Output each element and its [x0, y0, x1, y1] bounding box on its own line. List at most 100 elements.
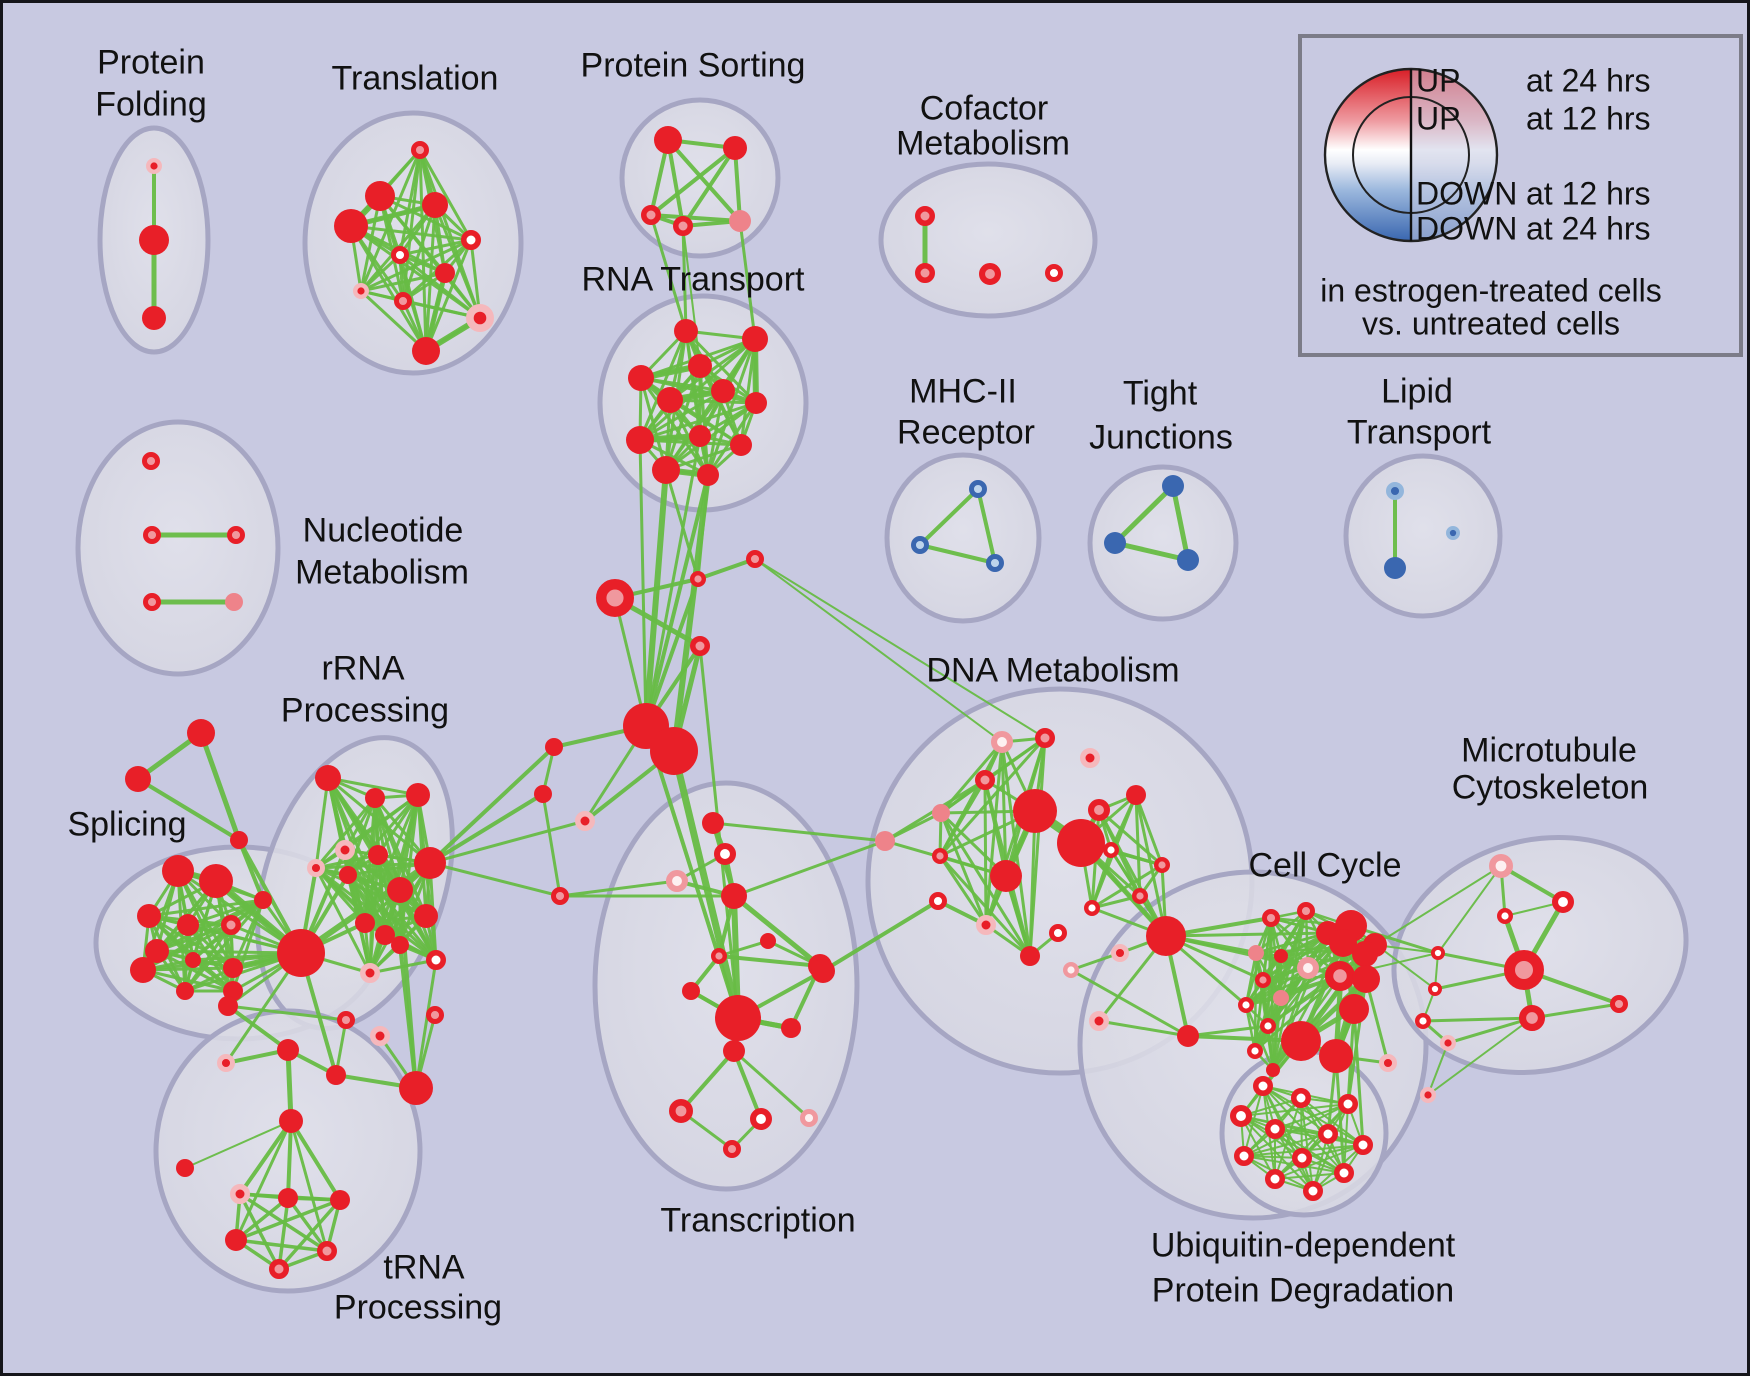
network-edge [1240, 1115, 1345, 1174]
cluster-ellipse-tight-junctions [1087, 464, 1239, 622]
network-edge [664, 364, 702, 472]
network-edge [1112, 483, 1176, 546]
network-edge [418, 148, 473, 242]
cluster-ellipse-nucleotide-metabolism [75, 419, 281, 677]
gene-node-rp [426, 1005, 445, 1024]
network-edge [918, 543, 997, 565]
gene-node-r [811, 959, 835, 983]
gene-node-rw [461, 230, 481, 250]
network-edge [732, 1049, 763, 1121]
network-edge [286, 1119, 293, 1200]
network-edge [234, 1198, 342, 1242]
network-edge [938, 854, 1032, 958]
gene-node-r [176, 982, 194, 1000]
gene-node-rp [337, 1010, 356, 1029]
gene-node-r [652, 456, 680, 484]
gene-node-pr [307, 858, 326, 877]
network-edge [1271, 996, 1283, 1072]
gene-node-r [334, 209, 368, 243]
gene-node-rp [394, 292, 413, 311]
gene-node-rw [1265, 1119, 1285, 1139]
gene-node-pr [575, 811, 595, 831]
gene-node-rp [673, 216, 693, 236]
gene-node-bl [1385, 482, 1404, 501]
network-edge [1274, 1144, 1364, 1180]
gene-node-rp [595, 578, 634, 617]
gene-node-pr [217, 1053, 236, 1072]
gene-node-r [177, 914, 199, 936]
network-edge [234, 1238, 329, 1253]
gene-node-pw [1062, 962, 1079, 979]
legend-graphics [1298, 34, 1743, 357]
network-edge [649, 213, 742, 223]
gene-node-rp [1131, 888, 1148, 905]
gene-node-rw [1334, 1163, 1354, 1183]
gene-node-rw [750, 1108, 773, 1131]
gene-node-r [254, 891, 272, 909]
network-edge [938, 854, 988, 927]
network-edge [198, 730, 242, 843]
network-edge [184, 1120, 292, 1169]
network-edge [666, 138, 742, 223]
gene-node-r [657, 387, 683, 413]
gene-node-rp [1518, 1005, 1545, 1032]
network-edge [286, 1196, 329, 1253]
gene-node-bw [985, 553, 1004, 572]
network-edge [1244, 966, 1310, 1007]
gene-node-rw [1292, 1148, 1312, 1168]
network-edge [1164, 931, 1330, 938]
network-edge [733, 146, 742, 223]
cluster-ellipse-lipid-transport [1343, 453, 1503, 619]
network-edge [234, 1119, 293, 1242]
network-edge [141, 968, 235, 993]
network-edge [983, 778, 988, 927]
gene-node-r [230, 831, 248, 849]
network-edge [649, 213, 688, 333]
network-edge [541, 792, 562, 898]
network-edge [424, 238, 473, 353]
gene-node-r [277, 929, 325, 977]
gene-node-r [130, 957, 156, 983]
network-edge [314, 853, 380, 870]
gene-node-rp [690, 571, 707, 588]
gene-node-r [399, 1071, 433, 1105]
gene-node-pr [1089, 1011, 1109, 1031]
network-edge [238, 1119, 293, 1196]
network-edge [1134, 793, 1164, 867]
gene-node-r [1281, 1021, 1321, 1061]
gene-node-r [279, 1109, 303, 1133]
gene-node-r [1266, 1063, 1280, 1077]
gene-node-rp [1296, 901, 1315, 920]
gene-node-b [1162, 475, 1184, 497]
gene-node-r [326, 1065, 346, 1085]
gene-node-r [688, 354, 712, 378]
network-edge [717, 954, 822, 968]
gene-node-r [278, 1188, 298, 1208]
gene-node-r [185, 952, 201, 968]
network-edge [938, 736, 1047, 858]
network-edge [428, 745, 556, 865]
gene-node-bw [968, 480, 987, 499]
gene-node-b [1384, 557, 1406, 579]
gene-node-r [689, 425, 711, 447]
network-edge [939, 811, 988, 927]
gene-node-bl [1446, 525, 1461, 540]
gene-node-pr [1110, 943, 1129, 962]
gene-node-r [1126, 785, 1146, 805]
gene-node-rw [1083, 900, 1100, 917]
gene-node-r [711, 379, 735, 403]
gene-node-rw [1318, 1124, 1338, 1144]
network-edge [433, 203, 482, 320]
network-edge [696, 557, 757, 581]
network-edge [155, 949, 303, 955]
network-edge [289, 1119, 342, 1202]
network-edge [359, 271, 447, 293]
network-edge [732, 839, 887, 898]
network-edge [643, 467, 669, 729]
network-edge [343, 796, 377, 852]
network-edge [1090, 848, 1113, 910]
network-edge [711, 821, 887, 843]
network-edge [1090, 863, 1164, 910]
network-edge [349, 224, 473, 242]
gene-node-r [187, 719, 215, 747]
